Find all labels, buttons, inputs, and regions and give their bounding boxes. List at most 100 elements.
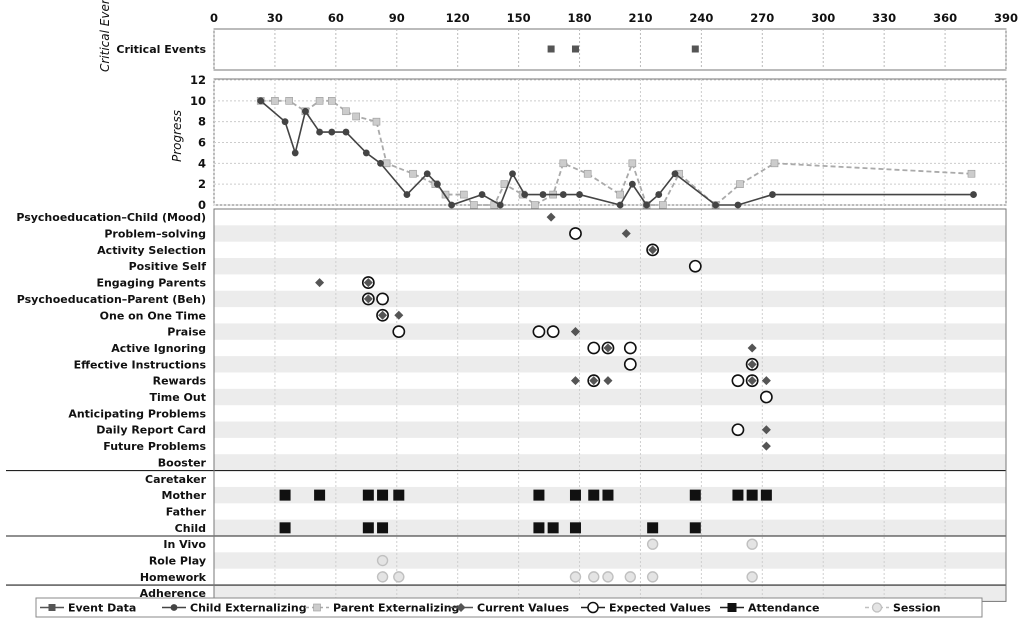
row-stripe — [214, 585, 1006, 602]
parent-externalizing-point — [736, 180, 744, 188]
expected-value-marker — [569, 227, 582, 240]
row-label: Role Play — [149, 555, 206, 568]
parent-externalizing-point — [628, 159, 637, 168]
x-axis-top: 0 30 60 90 120 150 180 210 240 270 300 330 360 390 — [210, 11, 1018, 25]
row-label: Child — [175, 522, 206, 535]
parent-externalizing-point — [531, 201, 539, 209]
session-marker — [746, 571, 758, 583]
x-tick-label: 210 — [628, 11, 652, 25]
legend-swatch-marker — [727, 603, 737, 612]
current-value-marker — [603, 376, 613, 386]
row-label: Daily Report Card — [96, 424, 206, 437]
legend-frame — [35, 597, 983, 618]
row-label: Caretaker — [145, 473, 207, 486]
attendance-marker — [547, 522, 559, 534]
current-value-marker — [621, 229, 631, 239]
critical-events-panel: Critical Events Critical Events — [98, 0, 1007, 72]
attendance-marker — [533, 522, 545, 534]
legend-label: Attendance — [748, 602, 819, 615]
child-externalizing-point — [328, 128, 336, 136]
expected-value-marker — [623, 357, 637, 371]
session-marker — [393, 571, 405, 583]
legend-label: Current Values — [477, 602, 570, 615]
treatment-rows-panel: Psychoeducation–Child (Mood) Problem–solv… — [6, 208, 1007, 602]
legend-label: Child Externalizing — [190, 602, 307, 615]
expected-value-marker — [731, 423, 745, 437]
expected-value-marker — [623, 341, 637, 355]
expected-value-marker — [759, 390, 773, 404]
child-externalizing-point — [316, 128, 323, 136]
child-externalizing-point — [655, 191, 663, 198]
row-label: Father — [166, 505, 207, 518]
current-value-marker — [570, 376, 580, 386]
parent-externalizing-point — [342, 107, 350, 116]
parent-externalizing-point — [409, 169, 417, 178]
current-value-marker — [747, 359, 757, 369]
expected-value-marker — [688, 259, 702, 273]
session-marker — [646, 538, 659, 550]
parent-externalizing-point — [285, 97, 293, 105]
critical-event-marker — [547, 45, 555, 53]
row-label: Future Problems — [103, 440, 206, 453]
attendance-marker — [377, 522, 389, 534]
child-externalizing-point — [496, 201, 504, 209]
x-tick-label: 390 — [994, 11, 1018, 25]
attendance-marker — [732, 489, 744, 501]
session-marker — [376, 554, 389, 567]
parent-externalizing-point — [967, 169, 976, 178]
legend-swatch-marker — [456, 603, 466, 612]
current-value-marker — [363, 294, 373, 304]
legend-swatch-marker — [313, 603, 321, 612]
expected-value-marker — [376, 292, 389, 306]
attendance-marker — [569, 522, 581, 534]
child-externalizing-point — [377, 159, 384, 167]
row-label: In Vivo — [163, 538, 206, 551]
row-stripe — [214, 290, 1006, 308]
child-externalizing-point — [643, 201, 650, 209]
x-tick-label: 150 — [507, 11, 531, 25]
x-tick-label: 0 — [210, 11, 218, 25]
attendance-marker — [647, 522, 659, 534]
child-externalizing-point — [342, 128, 350, 136]
x-tick-label: 240 — [689, 11, 713, 25]
row-label: Psychoeducation–Parent (Beh) — [17, 293, 206, 306]
child-externalizing-point — [521, 191, 529, 198]
parent-externalizing-point — [470, 201, 478, 209]
parent-externalizing-point — [271, 97, 279, 105]
x-tick-label: 180 — [568, 11, 592, 25]
x-tick-label: 30 — [267, 11, 283, 25]
current-value-marker — [747, 376, 757, 386]
parent-externalizing-point — [441, 190, 450, 199]
parent-externalizing-point — [658, 201, 667, 209]
expected-value-marker — [392, 325, 406, 339]
attendance-marker — [602, 489, 614, 501]
legend-item-session: Session — [865, 602, 941, 615]
current-value-marker — [761, 376, 771, 386]
current-value-marker — [761, 441, 771, 451]
session-marker — [569, 571, 582, 583]
legend-swatch-marker — [587, 601, 599, 614]
expected-value-marker — [731, 374, 745, 388]
session-marker — [646, 571, 659, 583]
expected-value-marker — [546, 325, 560, 339]
row-label: Active Ignoring — [111, 342, 206, 355]
chart-legend: Event Data Child Externalizing Parent Exte… — [35, 597, 983, 618]
child-externalizing-point — [423, 170, 431, 178]
row-label: Mother — [162, 489, 207, 502]
current-value-marker — [761, 425, 771, 435]
current-value-marker — [589, 376, 599, 386]
y-tick-label: 6 — [198, 136, 206, 150]
session-marker — [746, 538, 758, 550]
legend-label: Parent Externalizing — [333, 602, 459, 615]
child-externalizing-point — [712, 201, 719, 209]
x-tick-label: 360 — [933, 11, 957, 25]
row-stripe — [214, 421, 1006, 438]
session-marker — [624, 571, 637, 583]
y-tick-label: 8 — [198, 115, 206, 129]
child-externalizing-point — [539, 191, 547, 198]
row-stripe — [214, 519, 1006, 536]
attendance-marker — [746, 489, 758, 501]
current-value-marker — [315, 278, 325, 288]
legend-swatch-marker — [871, 602, 883, 613]
